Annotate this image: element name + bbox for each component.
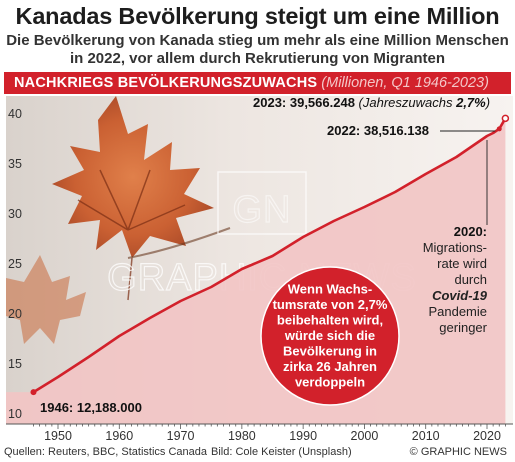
callout-bubble-line: beibehalten wird, [277, 313, 383, 328]
y-tick-label: 40 [8, 107, 22, 121]
x-tick-label: 2020 [473, 429, 501, 443]
callout-bubble-line: Wenn Wachs- [288, 282, 373, 297]
label-2023-value: 2023: 39,566.248 [253, 95, 359, 110]
small-maple-leaf-icon [6, 255, 86, 344]
axis-layer: 10 15 20 25 30 35 40 1950 1960 1970 1980 1990 2000 20… [6, 107, 513, 443]
x-tick-label: 2010 [412, 429, 440, 443]
subtitle-line-2: in 2022, vor allem durch Rekrutierung vo… [69, 50, 446, 67]
y-tick-label: 30 [8, 207, 22, 221]
x-tick-label: 1960 [105, 429, 133, 443]
x-tick-label: 1950 [44, 429, 72, 443]
annotation-layer: 1946: 12,188.000 2023: 39,566.248 (Jahres… [40, 95, 496, 415]
x-tick-label: 1970 [167, 429, 195, 443]
banner-sub-text: (Millionen, Q1 1946-2023) [321, 75, 489, 91]
subtitle-line-1: Die Bevölkerung von Kanada stieg um mehr… [6, 32, 509, 49]
callout-bubble-line: Bevölkerung in [283, 344, 377, 359]
note-2020-title: 2020: [454, 224, 487, 239]
point-2023 [501, 114, 510, 123]
note-2020-covid: Covid-19 [432, 288, 488, 303]
callout-bubble-line: tumsrate von 2,7% [273, 297, 388, 312]
x-tick-label: 1990 [289, 429, 317, 443]
callout-bubble-line: zirka 26 Jahren [283, 359, 377, 374]
watermark-logo: GN [217, 171, 307, 235]
label-2023-growth-close: ) [484, 95, 490, 110]
label-2023-growth-value: 2,7% [455, 95, 486, 110]
section-banner: NACHKRIEGS BEVÖLKERUNGSZUWACHS (Millione… [4, 72, 511, 94]
start-value-label: 1946: 12,188.000 [40, 400, 142, 415]
label-2023-growth-text: (Jahreszuwachs [359, 95, 457, 110]
note-2020-line: rate wird [437, 256, 487, 271]
chart-title: Kanadas Bevölkerung steigt um eine Milli… [15, 3, 500, 29]
chart-subtitle: Die Bevölkerung von Kanada stieg um mehr… [0, 32, 515, 68]
point-2022 [496, 126, 502, 132]
y-tick-label: 20 [8, 307, 22, 321]
source-text: Quellen: Reuters, BBC, Statistics Canada [4, 446, 207, 458]
callout-bubble-line: verdoppeln [295, 375, 365, 390]
watermark-initials: GN [233, 189, 292, 231]
x-tick-label: 2000 [351, 429, 379, 443]
start-point [30, 389, 37, 396]
x-tick-label: 1980 [228, 429, 256, 443]
population-line [32, 117, 507, 394]
note-2020-line: geringer [439, 320, 487, 335]
leaf-veins [77, 169, 186, 301]
maple-leaf-icon [52, 96, 214, 258]
photo-credit: Bild: Cole Keister (Unsplash) [211, 446, 352, 458]
y-tick-label: 35 [8, 157, 22, 171]
watermark-box [217, 171, 307, 235]
y-tick-label: 10 [8, 407, 22, 421]
label-2023: 2023: 39,566.248 (Jahreszuwachs 2,7%) [253, 95, 490, 110]
note-2020-line: durch [454, 272, 487, 287]
y-tick-label: 15 [8, 357, 22, 371]
y-tick-label: 25 [8, 257, 22, 271]
label-2022: 2022: 38,516.138 [327, 123, 429, 138]
note-2020-line: Migrations- [423, 240, 487, 255]
callout-bubble [260, 266, 400, 406]
banner-main-text: NACHKRIEGS BEVÖLKERUNGSZUWACHS [14, 75, 318, 91]
callout-bubble-line: würde sich die [284, 328, 375, 343]
note-2020-line: Pandemie [428, 304, 487, 319]
copyright-text: © GRAPHIC NEWS [409, 446, 507, 458]
